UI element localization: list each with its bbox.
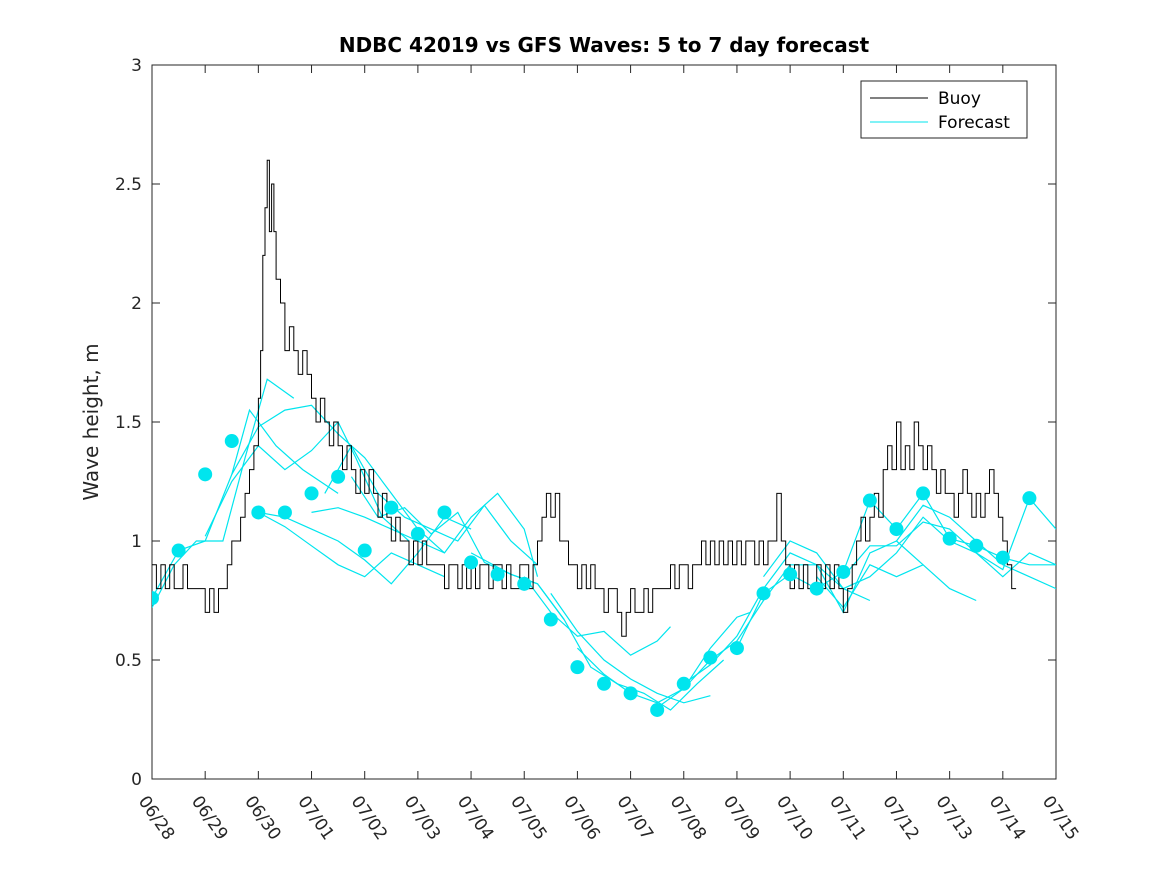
forecast-marker xyxy=(171,543,186,558)
forecast-marker xyxy=(729,641,744,656)
forecast-line xyxy=(763,516,1056,590)
forecast-marker xyxy=(756,586,771,601)
forecast-marker xyxy=(304,486,319,501)
legend-buoy-label: Buoy xyxy=(938,89,981,109)
forecast-marker xyxy=(517,576,532,591)
forecast-line xyxy=(258,511,472,585)
chart-title: NDBC 42019 vs GFS Waves: 5 to 7 day fore… xyxy=(339,33,870,57)
y-tick-label: 1 xyxy=(131,532,142,552)
forecast-marker xyxy=(623,686,638,701)
forecast-marker xyxy=(783,567,798,582)
forecast-marker xyxy=(490,567,505,582)
forecast-marker xyxy=(437,505,452,520)
forecast-line xyxy=(523,576,671,656)
forecast-marker xyxy=(410,526,425,541)
forecast-marker xyxy=(889,522,904,537)
y-tick-label: 0 xyxy=(131,770,142,790)
forecast-line xyxy=(550,593,711,704)
y-tick-label: 3 xyxy=(131,56,142,76)
forecast-marker xyxy=(384,500,399,515)
forecast-marker xyxy=(464,555,479,570)
forecast-marker xyxy=(543,612,558,627)
forecast-line xyxy=(324,444,538,566)
forecast-line xyxy=(683,540,924,685)
forecast-marker xyxy=(597,676,611,691)
forecast-line xyxy=(152,408,339,599)
forecast-line xyxy=(842,497,1056,578)
forecast-marker xyxy=(650,702,665,717)
forecast-marker xyxy=(224,434,239,449)
forecast-marker xyxy=(331,469,346,484)
buoy-line xyxy=(152,159,1017,637)
series-group xyxy=(152,159,1056,717)
y-tick-label: 0.5 xyxy=(115,651,142,671)
forecast-line xyxy=(311,492,539,577)
legend-forecast-label: Forecast xyxy=(938,113,1010,133)
forecast-line xyxy=(576,611,751,704)
y-tick-label: 1.5 xyxy=(115,413,142,433)
forecast-marker xyxy=(570,660,585,675)
forecast-marker xyxy=(916,486,931,501)
y-tick-label: 2 xyxy=(131,294,142,314)
forecast-marker xyxy=(703,650,718,665)
forecast-marker xyxy=(836,564,851,579)
forecast-marker xyxy=(251,505,266,520)
legend: Buoy Forecast xyxy=(860,80,1028,139)
forecast-marker xyxy=(1022,491,1037,506)
forecast-line xyxy=(204,420,410,542)
y-tick-label: 2.5 xyxy=(115,175,142,195)
forecast-marker xyxy=(198,467,213,482)
forecast-marker xyxy=(809,581,824,596)
legend-box xyxy=(860,80,1028,139)
forecast-marker xyxy=(357,543,372,558)
forecast-marker xyxy=(277,505,292,520)
forecast-marker xyxy=(152,591,159,606)
forecast-marker xyxy=(969,538,984,553)
forecast-marker xyxy=(676,676,691,691)
forecast-marker xyxy=(995,550,1010,565)
forecast-marker xyxy=(862,493,877,508)
forecast-marker xyxy=(942,531,957,546)
y-axis-label: Wave height, m xyxy=(79,343,103,500)
